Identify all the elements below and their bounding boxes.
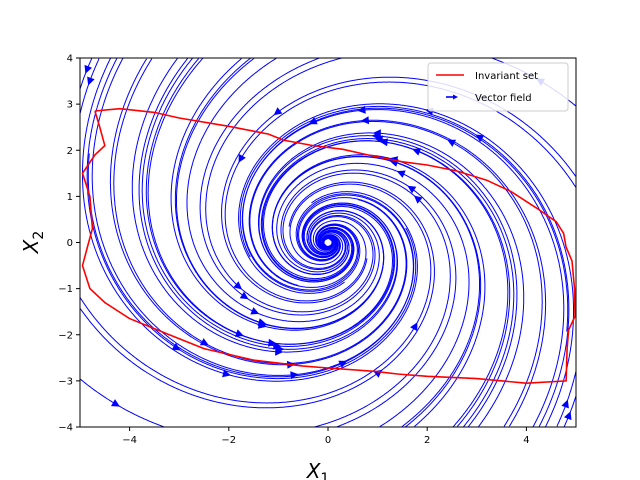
y-tick-label: 2 — [67, 146, 73, 157]
x-tick-label: 2 — [424, 435, 430, 446]
vector-field-streamlines — [80, 58, 576, 427]
y-axis-label-sub: 2 — [31, 231, 47, 240]
streamline-arrow — [360, 116, 370, 125]
streamline — [80, 58, 93, 89]
streamline-arrow — [410, 322, 418, 332]
streamline-arrow — [564, 411, 572, 421]
streamline-arrow — [371, 131, 380, 140]
streamline — [80, 378, 165, 427]
streamline — [258, 135, 518, 427]
legend-invariant-set-label: Invariant set — [475, 71, 538, 82]
legend: Invariant set Vector field — [427, 62, 569, 112]
invariant-set-curve — [81, 107, 576, 385]
streamline-arrow — [413, 195, 423, 204]
streamline — [145, 58, 393, 345]
x-axis-label-base: X — [306, 459, 322, 480]
y-tick-label: 4 — [67, 54, 73, 65]
streamline-arrow — [238, 153, 246, 163]
streamline-arrow — [475, 134, 485, 143]
streamline — [80, 58, 100, 114]
streamline-arrow — [87, 76, 95, 86]
streamline-arrow — [222, 369, 231, 378]
axis-ticks: −4 −2 0 2 4 −4 −3 −2 −1 0 1 2 3 4 — [58, 54, 529, 447]
streamline-arrow — [273, 107, 283, 116]
invariant-set-layer — [81, 107, 576, 385]
y-tick-label: 1 — [67, 192, 73, 203]
streamline-arrow — [233, 281, 243, 290]
y-axis-label-base: X — [19, 238, 43, 254]
y-tick-label: −2 — [58, 330, 73, 341]
streamline-arrow — [396, 170, 406, 178]
y-axis-label: X2 — [19, 231, 47, 255]
streamline-arrow — [447, 139, 457, 147]
streamline — [141, 58, 396, 347]
x-tick-label: −4 — [122, 435, 137, 446]
streamline — [260, 138, 515, 427]
streamline-arrow — [407, 185, 417, 194]
streamline-arrow — [199, 338, 209, 346]
streamline-arrow — [84, 64, 92, 74]
streamline — [87, 153, 414, 378]
streamline-arrow — [250, 307, 260, 315]
y-tick-label: −1 — [58, 284, 73, 295]
streamline — [186, 58, 380, 323]
streamline-arrow — [308, 117, 318, 125]
y-tick-label: −3 — [58, 376, 73, 387]
streamline-arrow — [257, 318, 267, 326]
x-axis-label: X1 — [306, 459, 330, 480]
legend-vector-field-swatch — [446, 94, 458, 100]
streamline-arrow — [290, 371, 299, 380]
y-tick-label: 3 — [67, 100, 73, 111]
streamline — [138, 58, 398, 350]
streamline-arrow — [239, 291, 249, 300]
streamline — [563, 396, 576, 427]
streamline-arrow — [111, 399, 120, 407]
streamline — [263, 140, 511, 427]
streamline-arrow — [234, 329, 244, 337]
streamline-arrow — [412, 148, 422, 156]
legend-vector-field-label: Vector field — [475, 93, 532, 104]
x-tick-label: −2 — [221, 435, 236, 446]
streamline-arrow — [561, 399, 569, 409]
y-tick-label: −4 — [58, 423, 73, 434]
y-tick-label: 0 — [67, 238, 73, 249]
x-tick-label: 0 — [325, 435, 331, 446]
streamline-arrow — [171, 342, 181, 351]
streamline — [276, 162, 470, 427]
x-tick-label: 4 — [523, 435, 529, 446]
streamline-arrow — [357, 105, 366, 114]
x-axis-label-sub: 1 — [320, 471, 329, 480]
